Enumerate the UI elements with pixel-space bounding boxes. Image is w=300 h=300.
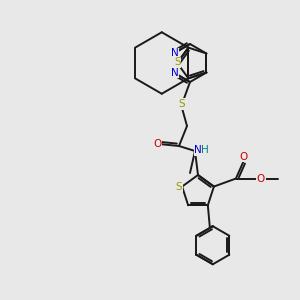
Text: O: O [240,152,248,162]
Text: H: H [201,145,209,155]
Text: S: S [179,99,185,109]
Text: N: N [171,49,178,58]
Text: N: N [171,68,178,77]
Text: O: O [257,174,265,184]
Text: S: S [174,58,181,68]
Text: N: N [194,145,202,155]
Text: O: O [153,139,161,149]
Text: S: S [176,182,182,192]
